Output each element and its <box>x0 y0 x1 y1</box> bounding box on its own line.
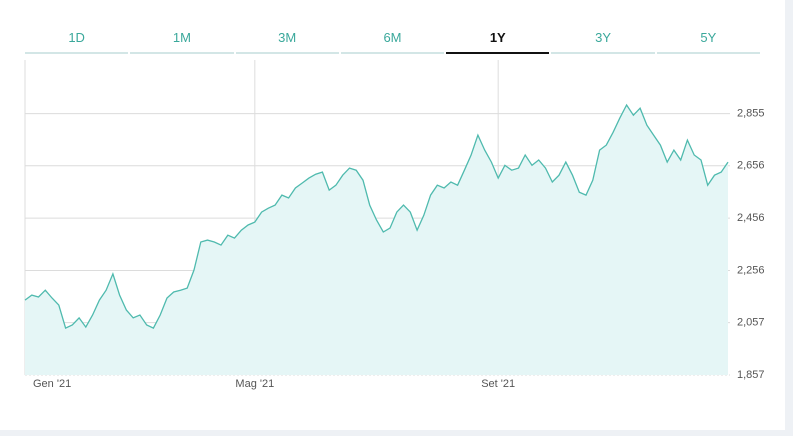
range-tab[interactable]: 6M <box>340 24 445 54</box>
range-tabs: 1D 1M 3M 6M 1Y 3Y 5Y <box>25 24 760 54</box>
range-tab[interactable]: 3M <box>235 24 339 54</box>
panel: 1D 1M 3M 6M 1Y 3Y 5Y 1,857 2,057 2,256 2,456 2,656… <box>0 0 785 430</box>
x-tick-label: Set '21 <box>481 378 515 390</box>
y-tick-label: 2,456 <box>737 212 765 224</box>
y-tick-label: 2,656 <box>737 160 765 172</box>
range-tab[interactable]: 1M <box>130 24 234 54</box>
chart: 1,857 2,057 2,256 2,456 2,656 2,855 Gen '21 Mag… <box>24 60 765 390</box>
range-tab[interactable]: 5Y <box>656 24 760 54</box>
y-tick-label: 2,057 <box>737 317 765 329</box>
range-tab[interactable]: 1Y <box>446 24 550 54</box>
area <box>25 105 728 375</box>
range-tab[interactable]: 3Y <box>551 24 655 54</box>
y-tick-label: 2,855 <box>737 108 765 120</box>
x-tick-label: Mag '21 <box>235 378 274 390</box>
price-line <box>24 103 729 330</box>
x-tick-label: Gen '21 <box>33 378 71 390</box>
y-tick-label: 1,857 <box>737 369 765 381</box>
range-tab[interactable]: 1D <box>25 24 129 54</box>
y-tick-label: 2,256 <box>737 264 765 276</box>
